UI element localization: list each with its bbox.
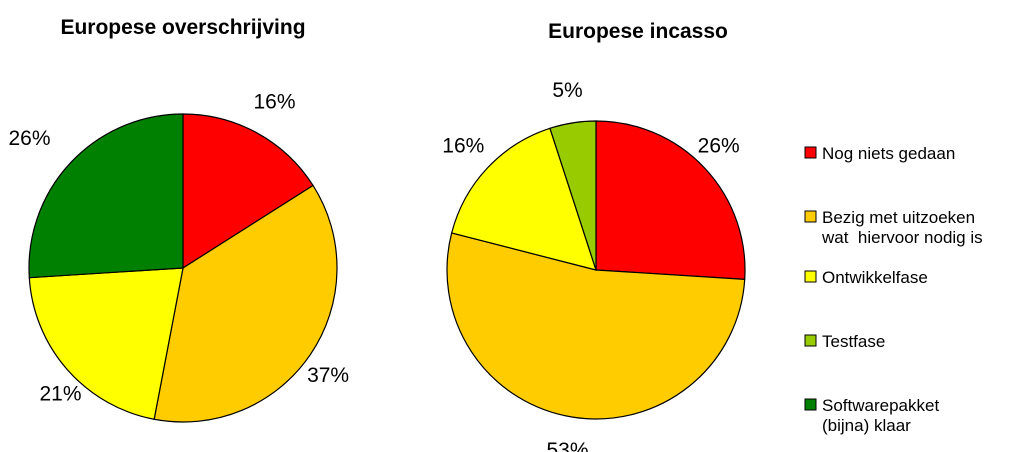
pie-label-testfase: 5% [552, 79, 582, 102]
legend-label: wat hiervoor nodig is [821, 228, 983, 247]
legend-label: Ontwikkelfase [822, 268, 928, 287]
pie-label-nog-niets-gedaan: 26% [698, 134, 740, 157]
pie-slice-ontwikkelfase [28, 267, 184, 420]
pie-label-bezig-met-uitzoeken-wat-hiervoor-nodig-is: 37% [307, 364, 349, 387]
pie-slice-ontwikkelfase [450, 127, 597, 271]
legend-swatch-nog-niets-gedaan [804, 146, 817, 159]
pie-slice-nog-niets-gedaan [595, 120, 746, 280]
chart-title-overschrijving: Europese overschrijving [60, 16, 305, 39]
legend-swatch-bezig-met-uitzoeken-wat-hiervoor-nodig-is [804, 210, 817, 223]
pie-slice-bezig-met-uitzoeken-wat-hiervoor-nodig-is [446, 232, 746, 420]
legend-label: Bezig met uitzoeken [822, 208, 975, 227]
pie-label-softwarepakket-bijna-klaar: 26% [8, 127, 50, 150]
chart-title-incasso: Europese incasso [548, 20, 728, 43]
pie-slice-softwarepakket-bijna-klaar [28, 113, 184, 279]
legend-swatch-testfase [804, 334, 817, 347]
pie-label-bezig-met-uitzoeken-wat-hiervoor-nodig-is: 53% [546, 439, 588, 452]
pie-label-ontwikkelfase: 16% [442, 134, 484, 157]
legend-swatch-ontwikkelfase [804, 270, 817, 283]
pie-label-nog-niets-gedaan: 16% [253, 91, 295, 114]
legend-swatch-softwarepakket-bijna-klaar [804, 398, 817, 411]
pie-slice-bezig-met-uitzoeken-wat-hiervoor-nodig-is [153, 184, 338, 423]
legend-label: Softwarepakket [822, 396, 939, 415]
pie-label-ontwikkelfase: 21% [39, 383, 81, 406]
legend-label: Testfase [822, 332, 885, 351]
pie-slice-testfase [549, 120, 597, 271]
legend-label: (bijna) klaar [822, 416, 911, 435]
pie-slice-nog-niets-gedaan [182, 113, 314, 270]
pie-overschrijving: 16% 37% 21% 26% [8, 91, 349, 423]
pie-incasso: 26% 53% 16% 5% [442, 79, 746, 452]
legend-label: Nog niets gedaan [822, 144, 955, 163]
